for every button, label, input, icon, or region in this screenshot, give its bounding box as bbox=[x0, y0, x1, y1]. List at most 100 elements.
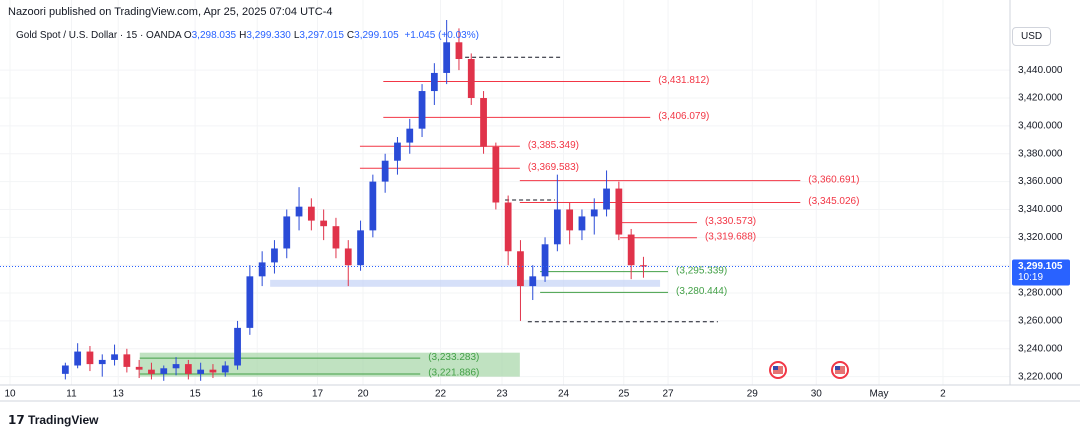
candle-body bbox=[615, 188, 623, 235]
candle-body bbox=[283, 216, 291, 249]
candle-body bbox=[553, 209, 561, 245]
x-tick-label: 16 bbox=[252, 389, 264, 400]
flag-canton bbox=[835, 366, 840, 370]
candle-body bbox=[467, 59, 475, 99]
y-tick-label: 3,260.000 bbox=[1018, 316, 1063, 327]
candle-body bbox=[529, 276, 537, 287]
x-tick-label: 24 bbox=[558, 389, 570, 400]
candle-body bbox=[480, 98, 487, 147]
candle-body bbox=[197, 369, 205, 374]
symbol: Gold Spot / U.S. Dollar · 15 · OANDA bbox=[16, 30, 182, 41]
y-tick-label: 3,420.000 bbox=[1018, 93, 1063, 104]
y-tick-label: 3,380.000 bbox=[1018, 148, 1063, 159]
candle-body bbox=[517, 251, 524, 287]
candle-body bbox=[234, 327, 241, 366]
change: +1.045 (+0.03%) bbox=[404, 30, 479, 41]
x-tick-label: 27 bbox=[662, 389, 674, 400]
candle-body bbox=[184, 364, 192, 374]
currency[interactable]: USD bbox=[1012, 27, 1052, 46]
brand-name: TradingView bbox=[28, 413, 99, 427]
ohlc-key: O bbox=[183, 30, 192, 41]
x-tick-label: 22 bbox=[435, 389, 447, 400]
x-tick-label: 15 bbox=[190, 389, 202, 400]
candle-body bbox=[332, 226, 340, 249]
publisher: Nazoori published on TradingView.com, Ap… bbox=[8, 6, 333, 18]
level-label: (3,330.573) bbox=[705, 216, 756, 227]
level-label: (3,280.444) bbox=[676, 286, 727, 297]
candle-body bbox=[627, 234, 635, 266]
x-tick-label: 13 bbox=[113, 389, 125, 400]
candle-body bbox=[541, 244, 549, 277]
level-label: (3,233.283) bbox=[428, 352, 479, 363]
candle-body bbox=[86, 351, 94, 365]
x-tick-label: 20 bbox=[357, 389, 369, 400]
candle-body bbox=[566, 209, 574, 231]
level-label: (3,221.886) bbox=[428, 368, 479, 379]
zone bbox=[270, 279, 661, 287]
candle-body bbox=[381, 160, 389, 182]
ohlc-key: C bbox=[346, 30, 355, 41]
y-tick-label: 3,320.000 bbox=[1018, 232, 1063, 243]
x-tick-label: May bbox=[870, 389, 889, 400]
candle-body bbox=[578, 216, 586, 231]
candle-body bbox=[111, 354, 118, 360]
candle-body bbox=[504, 202, 512, 252]
ohlc-key: L bbox=[293, 30, 300, 41]
y-tick-label: 3,440.000 bbox=[1018, 65, 1063, 76]
flag-canton bbox=[773, 366, 778, 370]
y-tick-label: 3,400.000 bbox=[1018, 121, 1063, 132]
ohlc: O3,298.035 H3,299.330 L3,297.015 C3,299.105 bbox=[184, 30, 402, 41]
candle-body bbox=[357, 230, 364, 266]
candle-body bbox=[221, 365, 229, 373]
level-label: (3,319.688) bbox=[705, 231, 756, 242]
x-tick-label: 30 bbox=[811, 389, 823, 400]
x-tick-label: 11 bbox=[66, 389, 77, 400]
candle-body bbox=[295, 206, 303, 217]
candle-body bbox=[172, 364, 180, 369]
level-label: (3,345.026) bbox=[808, 196, 859, 207]
candle-body bbox=[209, 369, 217, 373]
y-tick-label: 3,280.000 bbox=[1018, 288, 1063, 299]
y-tick-label: 3,240.000 bbox=[1018, 343, 1063, 354]
y-tick-label: 3,220.000 bbox=[1018, 371, 1063, 382]
level-label: (3,431.812) bbox=[658, 75, 709, 86]
level-label: (3,369.583) bbox=[528, 162, 579, 173]
candle-body bbox=[258, 262, 266, 277]
ohlc-value: 3,299.330 bbox=[246, 30, 291, 41]
candle-body bbox=[640, 265, 647, 267]
candle-body bbox=[160, 368, 168, 374]
candle-body bbox=[492, 146, 500, 203]
symbol-line: Gold Spot / U.S. Dollar · 15 · OANDA O3,… bbox=[16, 30, 479, 41]
countdown: 10:19 bbox=[1018, 272, 1043, 283]
candle-body bbox=[320, 220, 328, 227]
candle-body bbox=[344, 248, 352, 266]
brand: 𝟭𝟳 TradingView bbox=[8, 413, 99, 427]
candle-body bbox=[369, 181, 377, 231]
candle-body bbox=[135, 366, 143, 370]
x-tick-label: 29 bbox=[747, 389, 759, 400]
candle-body bbox=[74, 351, 82, 366]
candle-body bbox=[418, 91, 426, 129]
last-price-box bbox=[1012, 259, 1070, 286]
x-tick-label: 23 bbox=[496, 389, 508, 400]
level-label: (3,295.339) bbox=[676, 265, 727, 276]
x-tick-label: 25 bbox=[618, 389, 630, 400]
y-tick-label: 3,360.000 bbox=[1018, 176, 1063, 187]
candle-body bbox=[246, 276, 254, 328]
candle-body bbox=[98, 359, 106, 365]
ohlc-value: 3,298.035 bbox=[191, 30, 237, 41]
x-tick-label: 10 bbox=[4, 389, 16, 400]
candle-body bbox=[603, 188, 610, 210]
candle-body bbox=[443, 42, 451, 73]
candle-body bbox=[590, 209, 598, 217]
logo: 𝟭𝟳 bbox=[8, 413, 29, 427]
candle-body bbox=[271, 248, 278, 263]
ohlc-key: H bbox=[239, 30, 247, 41]
candle-body bbox=[148, 369, 155, 374]
level-label: (3,406.079) bbox=[658, 111, 709, 122]
level-label: (3,360.691) bbox=[808, 174, 859, 185]
x-tick-label: 2 bbox=[940, 389, 946, 400]
ohlc-value: 3,299.105 bbox=[354, 30, 399, 41]
ohlc-value: 3,297.015 bbox=[299, 30, 344, 41]
